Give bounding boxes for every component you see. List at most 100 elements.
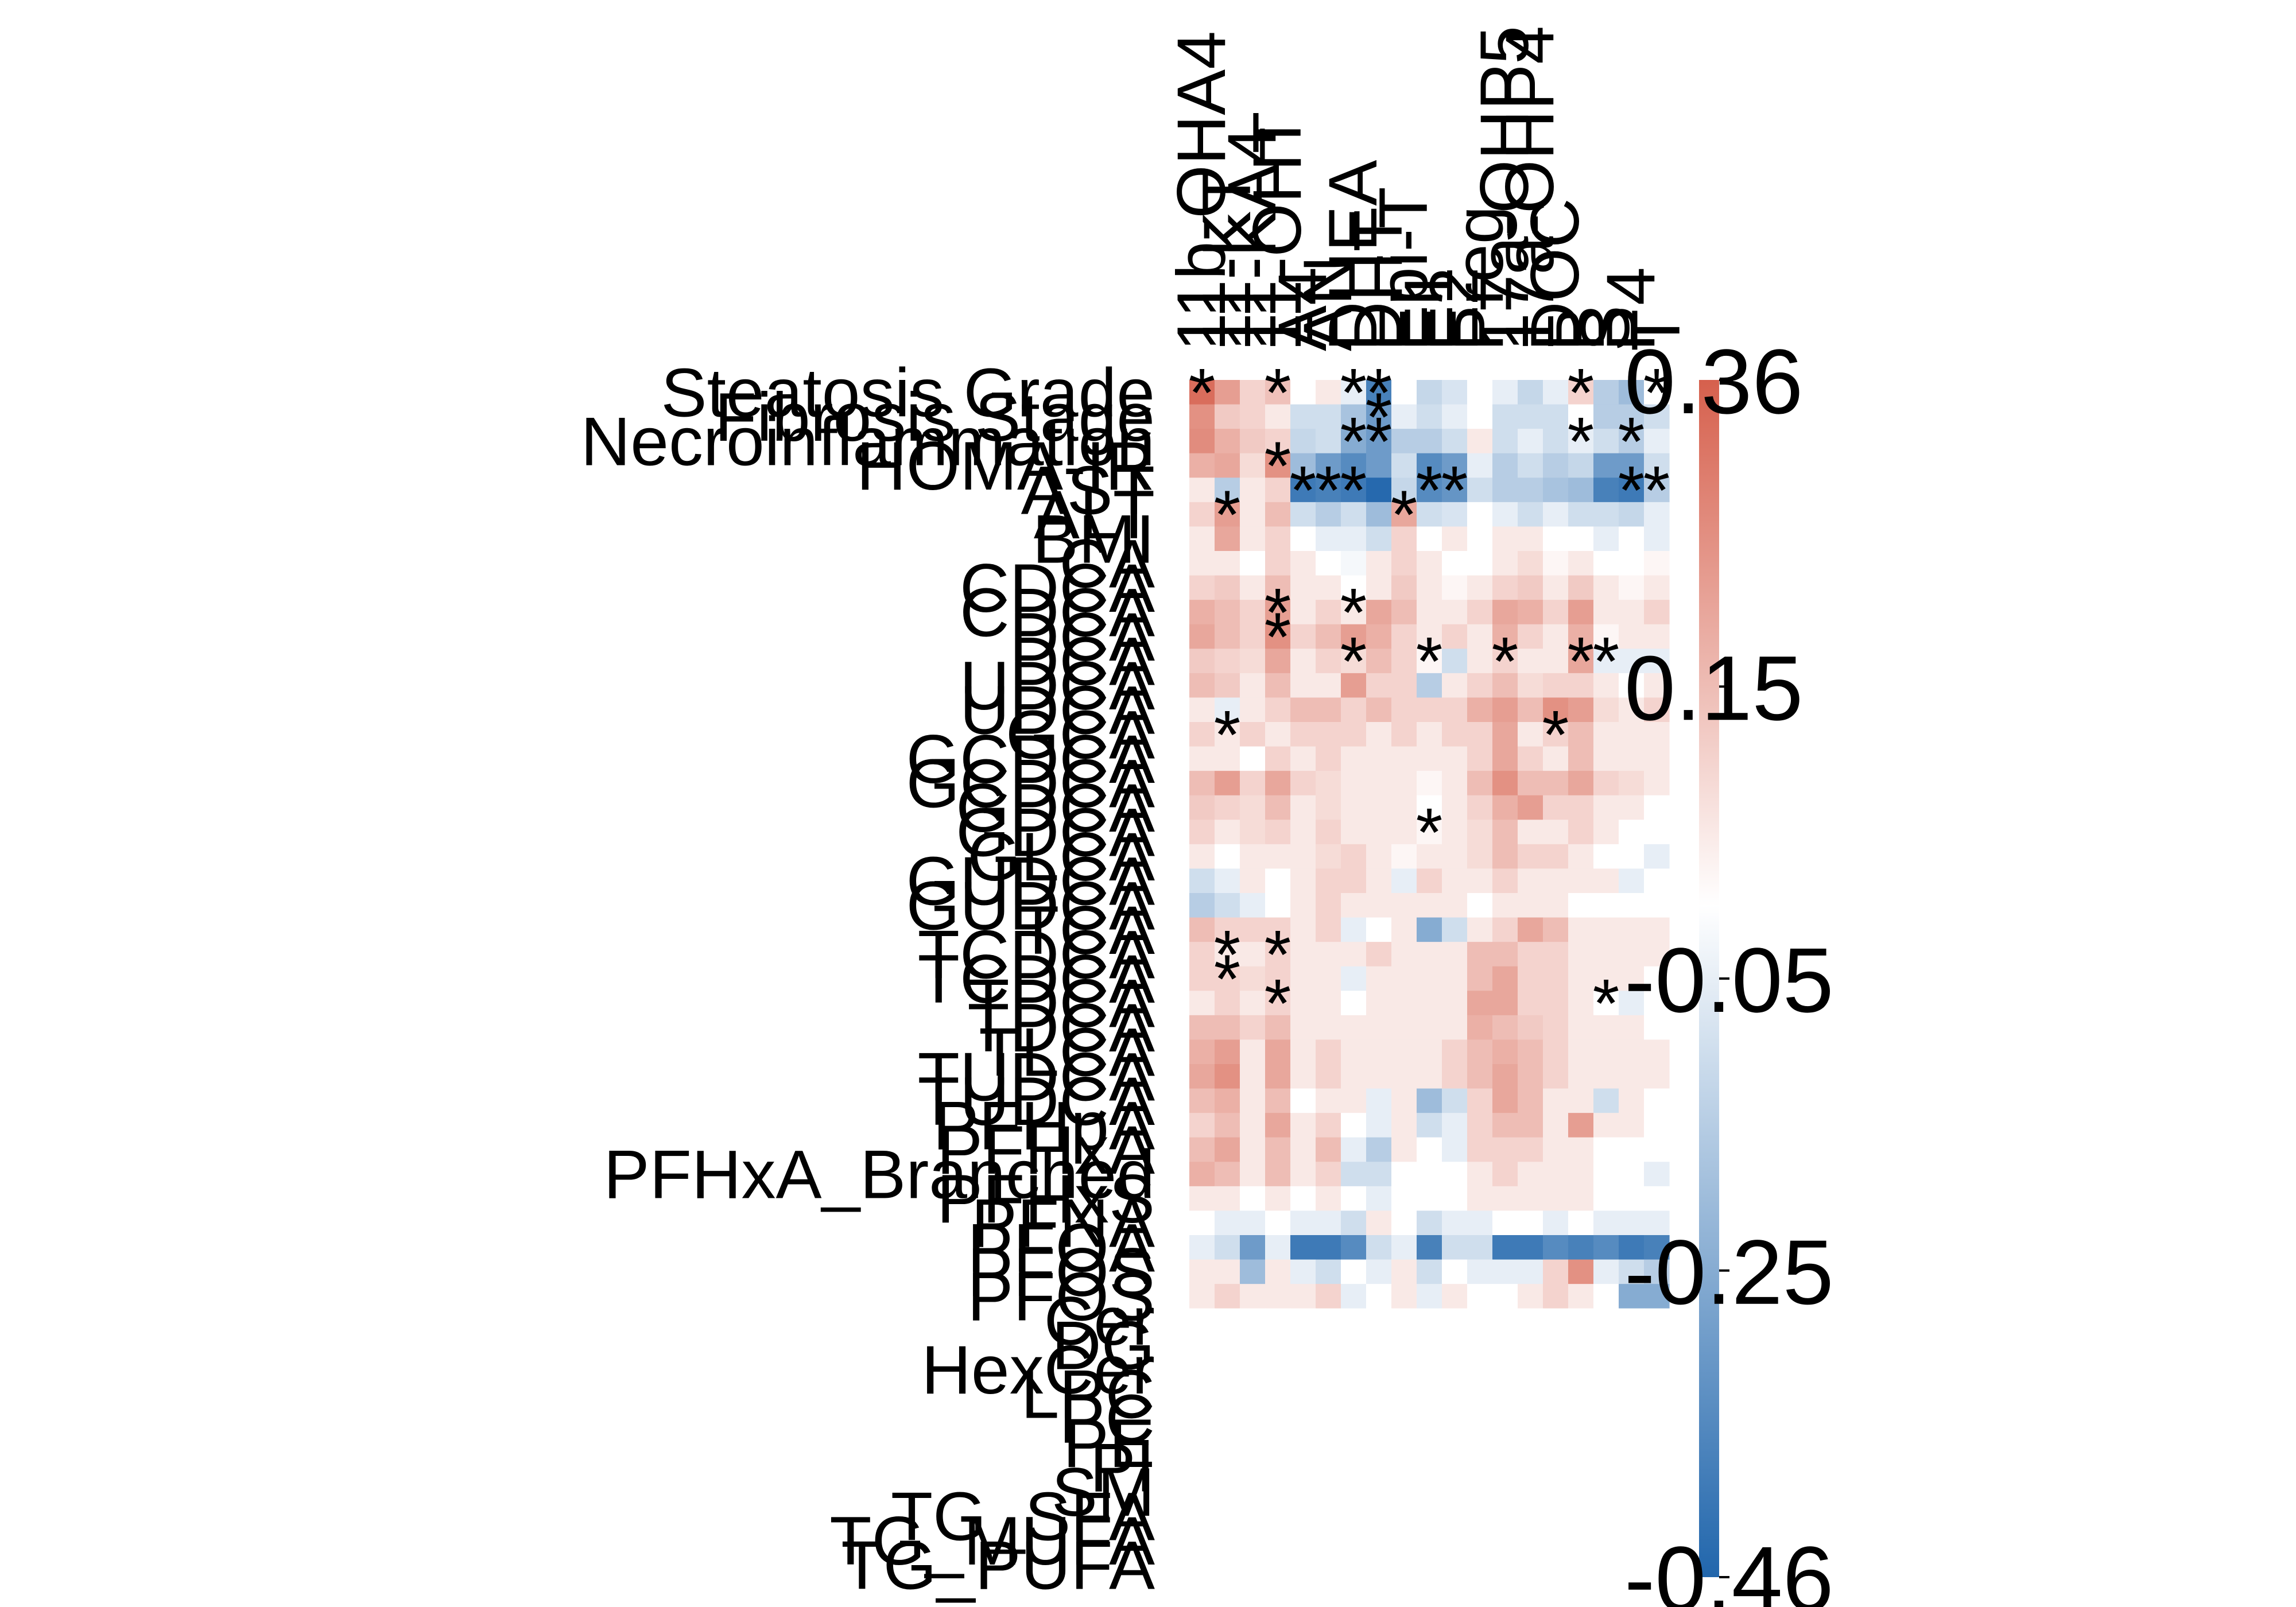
- heatmap-cell: [1593, 844, 1619, 870]
- heatmap-cell: [1619, 429, 1645, 454]
- heatmap-cell: [1265, 868, 1291, 894]
- heatmap-cell: [1316, 1406, 1341, 1431]
- heatmap-cell: [1391, 551, 1417, 576]
- heatmap-cell: [1442, 917, 1468, 942]
- heatmap-cell: [1543, 966, 1569, 991]
- heatmap-cell: [1417, 1235, 1442, 1260]
- heatmap-cell: [1341, 844, 1367, 870]
- significance-stars: * * ** * **** * ***** ** *** ** ** * * * *** *** ** * *: [1189, 354, 1670, 1042]
- heatmap-cell: [1341, 551, 1367, 576]
- heatmap-cell: [1568, 868, 1594, 894]
- significance-star: *: [1214, 476, 1241, 553]
- heatmap-cell: [1189, 1015, 1215, 1041]
- row-label: PFHxA_Branched: [604, 1136, 1155, 1213]
- heatmap-cell: [1619, 820, 1645, 845]
- heatmap-cell: [1619, 844, 1645, 870]
- heatmap-cell: [1341, 649, 1367, 674]
- heatmap-cell: [1391, 380, 1417, 405]
- heatmap-cell: [1467, 1504, 1493, 1529]
- heatmap-cell: [1215, 1186, 1240, 1212]
- heatmap-cell: [1240, 478, 1266, 503]
- heatmap-cell: [1492, 893, 1518, 918]
- heatmap-cell: [1442, 1259, 1468, 1284]
- heatmap-cell: [1568, 478, 1594, 503]
- heatmap-cell: [1644, 1308, 1670, 1333]
- heatmap-cell: [1341, 1479, 1367, 1504]
- heatmap-cell: [1593, 1455, 1619, 1480]
- heatmap-cell: [1417, 526, 1442, 552]
- heatmap-cell: [1417, 1039, 1442, 1065]
- heatmap-cell: [1391, 1381, 1417, 1407]
- heatmap-cell: [1215, 502, 1240, 527]
- heatmap-cell: [1543, 1088, 1569, 1113]
- heatmap-cell: [1215, 1479, 1240, 1504]
- heatmap-cell: [1518, 1552, 1543, 1578]
- heatmap-cell: [1265, 478, 1291, 503]
- heatmap-cell: [1568, 1552, 1594, 1578]
- heatmap-cell: [1492, 1381, 1518, 1407]
- heatmap-cell: [1341, 868, 1367, 894]
- heatmap-cell: [1644, 1284, 1670, 1309]
- heatmap-cell: [1442, 404, 1468, 429]
- heatmap-cell: [1189, 942, 1215, 967]
- heatmap-cell: [1593, 1284, 1619, 1309]
- heatmap-cell: [1492, 575, 1518, 600]
- heatmap-cell: [1467, 991, 1493, 1016]
- heatmap-cell: [1316, 380, 1341, 405]
- heatmap-cell: [1644, 820, 1670, 845]
- heatmap-cells: [1189, 380, 1670, 1578]
- heatmap-cell: [1467, 1430, 1493, 1455]
- heatmap-cell: [1593, 1235, 1619, 1260]
- heatmap-cell: [1189, 1235, 1215, 1260]
- heatmap-cell: [1366, 917, 1392, 942]
- heatmap-cell: [1518, 624, 1543, 649]
- heatmap-cell: [1543, 1430, 1569, 1455]
- heatmap-cell: [1366, 453, 1392, 478]
- heatmap-cell: [1518, 1333, 1543, 1358]
- heatmap-cell: [1240, 551, 1266, 576]
- heatmap-cell: [1593, 1333, 1619, 1358]
- heatmap-cell: [1316, 600, 1341, 625]
- heatmap-cell: [1492, 551, 1518, 576]
- heatmap-cell: [1189, 844, 1215, 870]
- significance-star: *: [1542, 696, 1569, 773]
- heatmap-cell: [1316, 649, 1341, 674]
- heatmap-cell: [1240, 1308, 1266, 1333]
- heatmap-cell: [1492, 380, 1518, 405]
- significance-star: *: [1265, 428, 1292, 504]
- heatmap-cell: [1316, 942, 1341, 967]
- heatmap-cell: [1240, 1186, 1266, 1212]
- heatmap-cell: [1366, 868, 1392, 894]
- heatmap-cell: [1290, 404, 1316, 429]
- heatmap-cell: [1265, 429, 1291, 454]
- heatmap-cell: [1619, 1333, 1645, 1358]
- heatmap-cell: [1215, 820, 1240, 845]
- heatmap-cell: [1492, 453, 1518, 478]
- heatmap-cell: [1290, 1113, 1316, 1138]
- row-label: BMI: [1033, 501, 1155, 578]
- heatmap-cell: [1240, 1162, 1266, 1187]
- heatmap-cell: [1518, 551, 1543, 576]
- heatmap-cell: [1543, 893, 1569, 918]
- heatmap-cell: [1467, 600, 1493, 625]
- heatmap-cell: [1391, 1504, 1417, 1529]
- heatmap-cell: [1492, 1552, 1518, 1578]
- heatmap-cell: [1593, 966, 1619, 991]
- heatmap-cell: [1366, 1113, 1392, 1138]
- heatmap-cell: [1391, 575, 1417, 600]
- heatmap-cell: [1240, 1064, 1266, 1089]
- heatmap-cell: [1265, 697, 1291, 723]
- heatmap-cell: [1518, 1357, 1543, 1383]
- heatmap-cell: [1518, 1430, 1543, 1455]
- heatmap-cell: [1492, 942, 1518, 967]
- heatmap-cell: [1593, 1552, 1619, 1578]
- heatmap-cell: [1316, 1113, 1341, 1138]
- row-label: CA: [1059, 525, 1155, 602]
- heatmap-cell: [1316, 1137, 1341, 1162]
- row-label: DCA: [1010, 623, 1155, 700]
- heatmap-cell: [1290, 600, 1316, 625]
- heatmap-cell: [1644, 844, 1670, 870]
- heatmap-cell: [1215, 600, 1240, 625]
- heatmap-cell: [1492, 1308, 1518, 1333]
- heatmap-cell: [1619, 1088, 1645, 1113]
